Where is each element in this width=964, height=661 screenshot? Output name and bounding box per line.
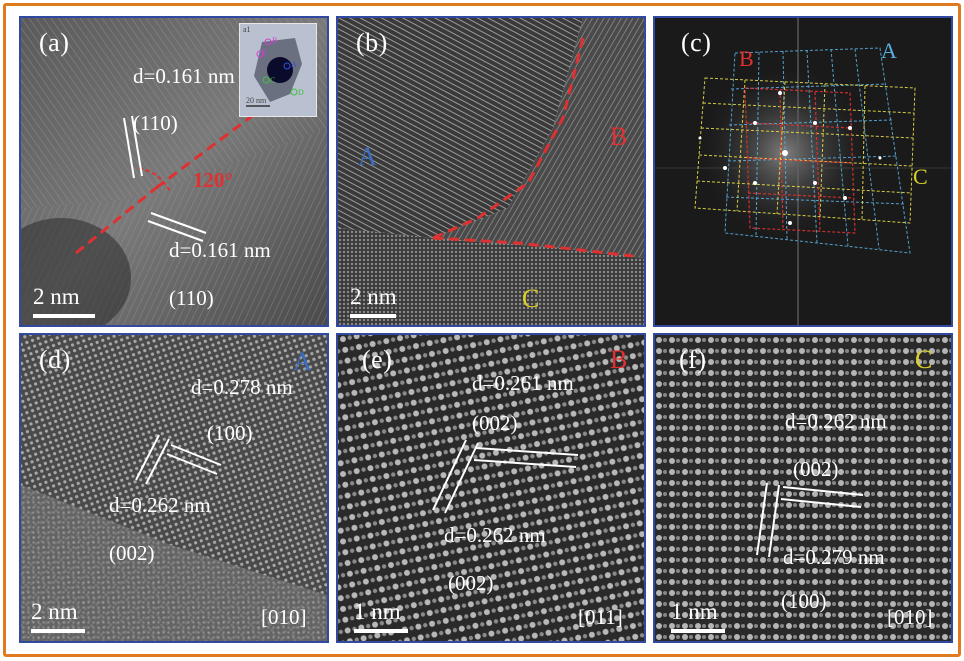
inset-marker-c: C <box>270 76 276 85</box>
panel-a-inset: a1 B E A C D 20 nm <box>239 23 317 117</box>
panel-e-zone: [011] <box>578 605 623 629</box>
panel-b-grain-c: C <box>522 284 540 313</box>
panel-d-d2: d=0.262 nm <box>109 493 211 517</box>
panel-e-scale-bar <box>354 629 408 633</box>
panel-f-scale-text: 1 nm <box>671 599 718 624</box>
panel-d-image <box>21 335 327 641</box>
panel-b-scale-text: 2 nm <box>350 284 397 309</box>
panel-f-d1: d=0.262 nm <box>785 409 887 433</box>
boundary-ab <box>432 37 585 240</box>
panel-d-scale-bar <box>31 629 85 633</box>
inset-marker-d: D <box>298 88 304 97</box>
panel-b: (b) A B C 2 nm <box>336 16 646 327</box>
panel-f-scale-bar <box>671 629 725 633</box>
inset-marker-a: A <box>291 60 297 69</box>
panel-e-plane1: (002) <box>472 411 518 435</box>
panel-d-grain: A <box>293 347 313 376</box>
panel-b-grain-a: A <box>358 142 378 171</box>
panel-b-scale-bar <box>350 314 396 318</box>
panel-f-grain: C <box>915 345 933 374</box>
panel-b-grain-b: B <box>610 122 628 151</box>
panel-c-label: (c) <box>681 28 712 57</box>
panel-e: (e) B d=0.261 nm (002) d=0.262 nm (002) … <box>336 333 646 643</box>
panel-c: (c) B A C <box>653 16 953 327</box>
panel-f: (f) C d=0.262 nm (002) d=0.279 nm (100) … <box>653 333 953 643</box>
panel-a-label: (a) <box>39 28 70 57</box>
panel-f-plane2: (100) <box>781 589 827 613</box>
panel-c-grain-c: C <box>913 164 929 189</box>
boundary-line <box>75 186 157 255</box>
panel-d-plane1: (100) <box>207 421 253 445</box>
panel-a-angle: 120° <box>193 168 233 192</box>
panel-c-grain-a: A <box>881 38 898 63</box>
panel-e-scale-text: 1 nm <box>354 599 401 624</box>
fft-grid-c <box>694 77 916 224</box>
panel-a-d2: d=0.161 nm <box>169 238 271 262</box>
inset-marker-e: E <box>262 48 267 57</box>
panel-a-d1: d=0.161 nm <box>133 64 235 88</box>
panel-d-d1: d=0.278 nm <box>191 375 293 399</box>
inset-marker-b: B <box>272 36 278 45</box>
panel-d-plane2: (002) <box>109 541 155 565</box>
fft-grid-a <box>724 47 911 254</box>
panel-f-label: (f) <box>679 345 707 374</box>
panel-a-scale-text: 2 nm <box>33 284 80 309</box>
panel-a-plane1: (110) <box>133 111 178 135</box>
panel-d-zone: [010] <box>261 605 307 629</box>
inset-scale: 20 nm <box>246 96 267 105</box>
panel-b-label: (b) <box>356 28 388 57</box>
panel-f-d2: d=0.279 nm <box>783 545 885 569</box>
panel-d-label: (d) <box>39 345 71 374</box>
panel-c-image <box>655 18 951 325</box>
panel-e-d1: d=0.261 nm <box>472 371 574 395</box>
panel-e-image <box>338 335 644 641</box>
panel-e-label: (e) <box>362 345 393 374</box>
panel-e-grain: B <box>610 345 628 374</box>
panel-c-grain-b: B <box>739 46 755 71</box>
panel-a: (a) d=0.161 nm (110) 120° d=0.161 nm (11… <box>19 16 329 327</box>
boundary-bc <box>432 236 634 258</box>
panel-d: (d) A d=0.278 nm (100) d=0.262 nm (002) … <box>19 333 329 643</box>
panel-a-scale-bar <box>33 314 95 318</box>
fft-grid-b <box>744 87 856 234</box>
figure-frame: (a) d=0.161 nm (110) 120° d=0.161 nm (11… <box>3 3 961 657</box>
panel-f-zone: [010] <box>887 605 933 629</box>
panel-b-image <box>338 18 644 325</box>
panel-e-d2: d=0.262 nm <box>444 523 546 547</box>
panel-f-plane1: (002) <box>793 457 839 481</box>
panel-a-plane2: (110) <box>169 286 214 310</box>
inset-label: a1 <box>243 25 251 34</box>
panel-f-image <box>655 335 951 641</box>
panel-d-scale-text: 2 nm <box>31 599 78 624</box>
panel-e-plane2: (002) <box>448 571 494 595</box>
